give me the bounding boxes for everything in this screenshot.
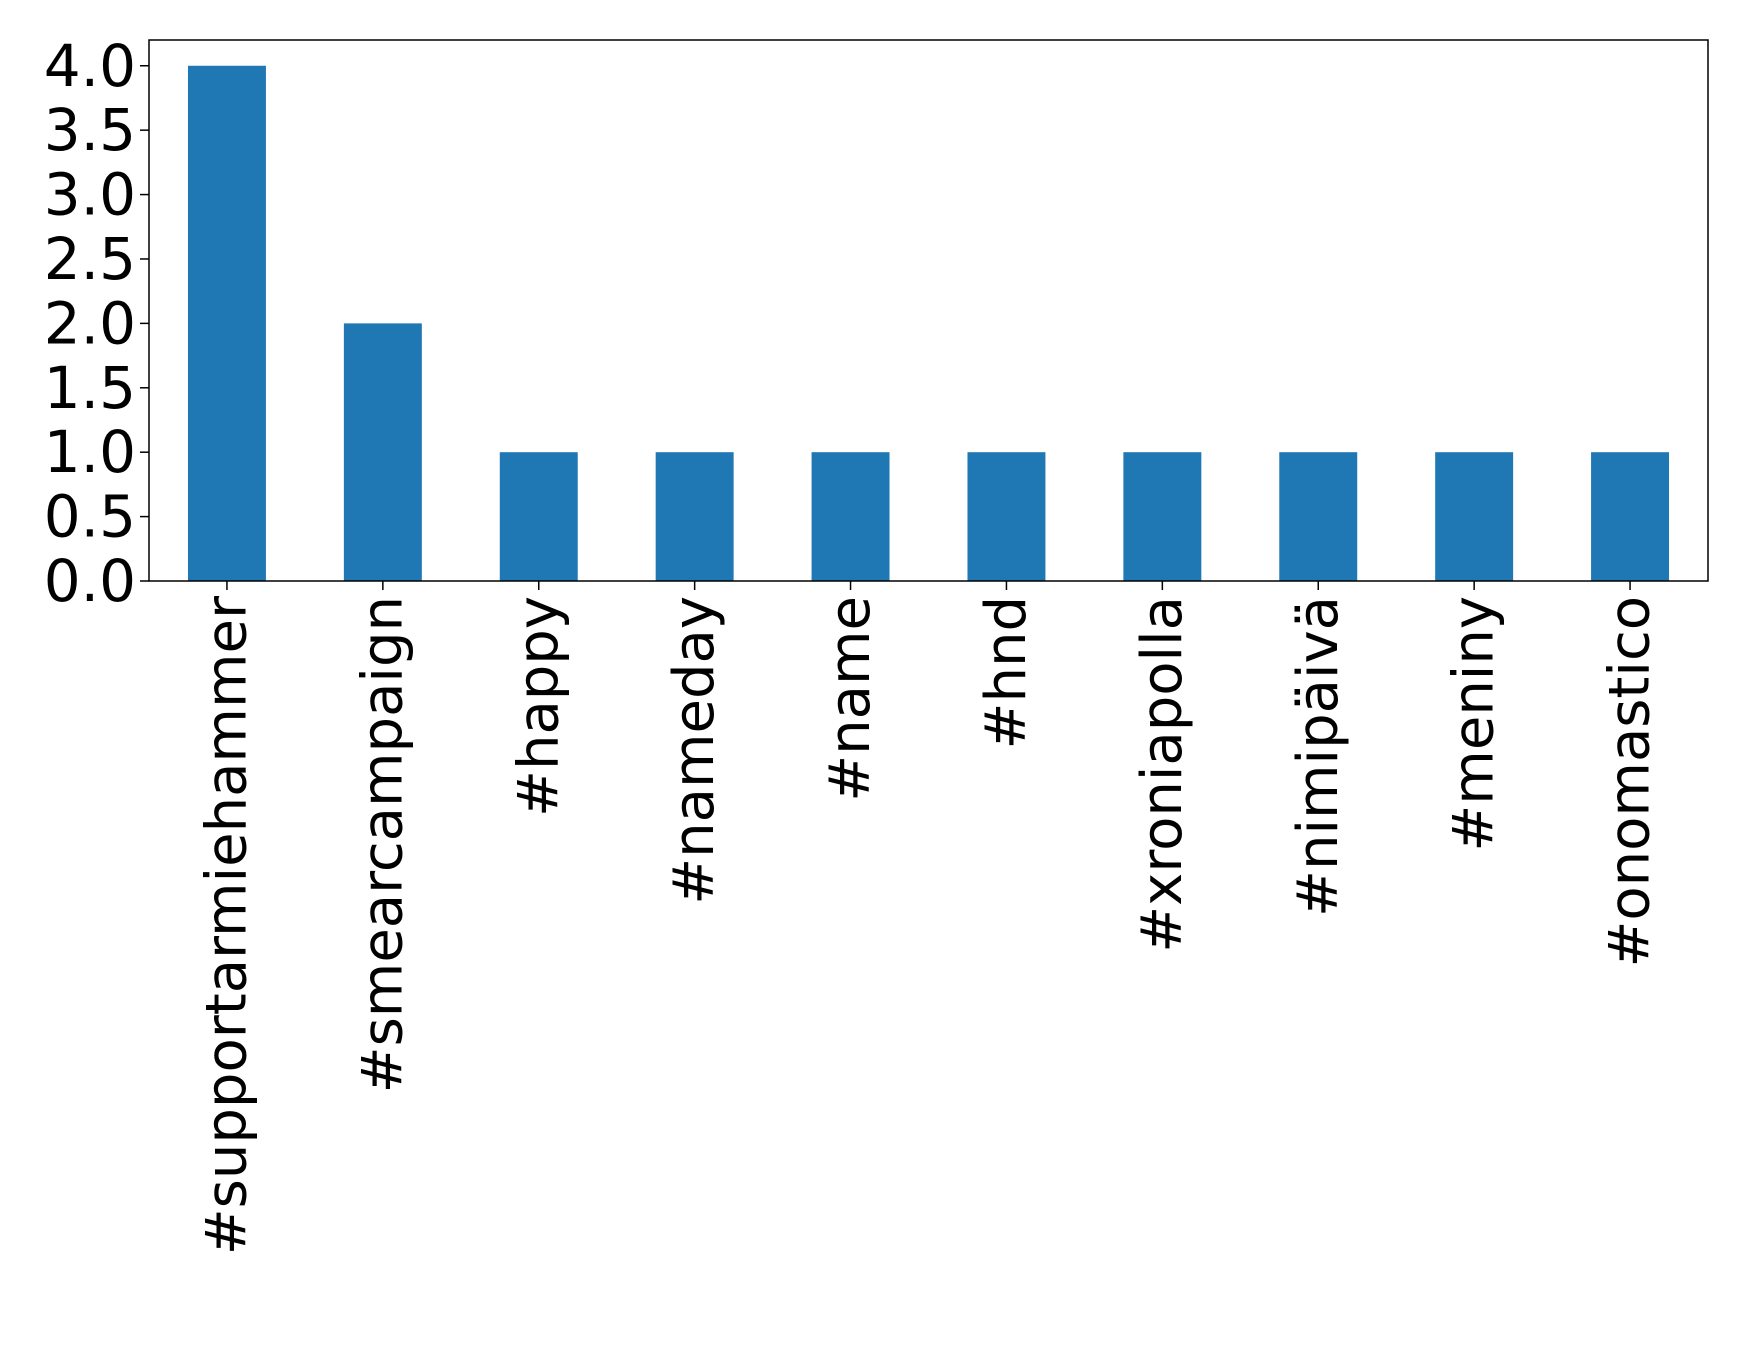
bar [811, 452, 890, 581]
y-tick-label: 2.0 [44, 289, 136, 357]
x-tick-label: #hnd [974, 596, 1039, 749]
y-tick-label: 0.0 [44, 547, 136, 615]
bar [499, 452, 578, 581]
y-tick-label: 3.0 [44, 161, 136, 229]
x-tick-label: #name [818, 596, 883, 802]
bar [1435, 452, 1514, 581]
bar [1591, 452, 1670, 581]
bar [1123, 452, 1202, 581]
y-tick-label: 2.5 [44, 225, 136, 293]
y-tick-label: 3.5 [44, 96, 136, 164]
y-tick-label: 1.0 [44, 418, 136, 486]
x-tick-label: #xroniapolla [1130, 596, 1195, 953]
plot-frame [148, 39, 1709, 582]
x-tick-label: #nimipäivä [1286, 596, 1351, 917]
x-tick-label: #nameday [662, 596, 727, 905]
bar [655, 452, 734, 581]
bar [187, 65, 266, 581]
y-tick-label: 0.5 [44, 483, 136, 551]
x-tick-label: #meniny [1442, 596, 1507, 852]
bar [1279, 452, 1358, 581]
x-tick-label: #onomastico [1598, 596, 1663, 968]
x-tick-label: #smearcampaign [350, 596, 415, 1093]
bar [343, 323, 422, 581]
y-tick-label: 1.5 [44, 354, 136, 422]
x-tick-label: #happy [506, 596, 571, 817]
x-tick-label: #supportarmiehammer [194, 595, 259, 1255]
bar [967, 452, 1046, 581]
y-tick-label: 4.0 [44, 32, 136, 100]
